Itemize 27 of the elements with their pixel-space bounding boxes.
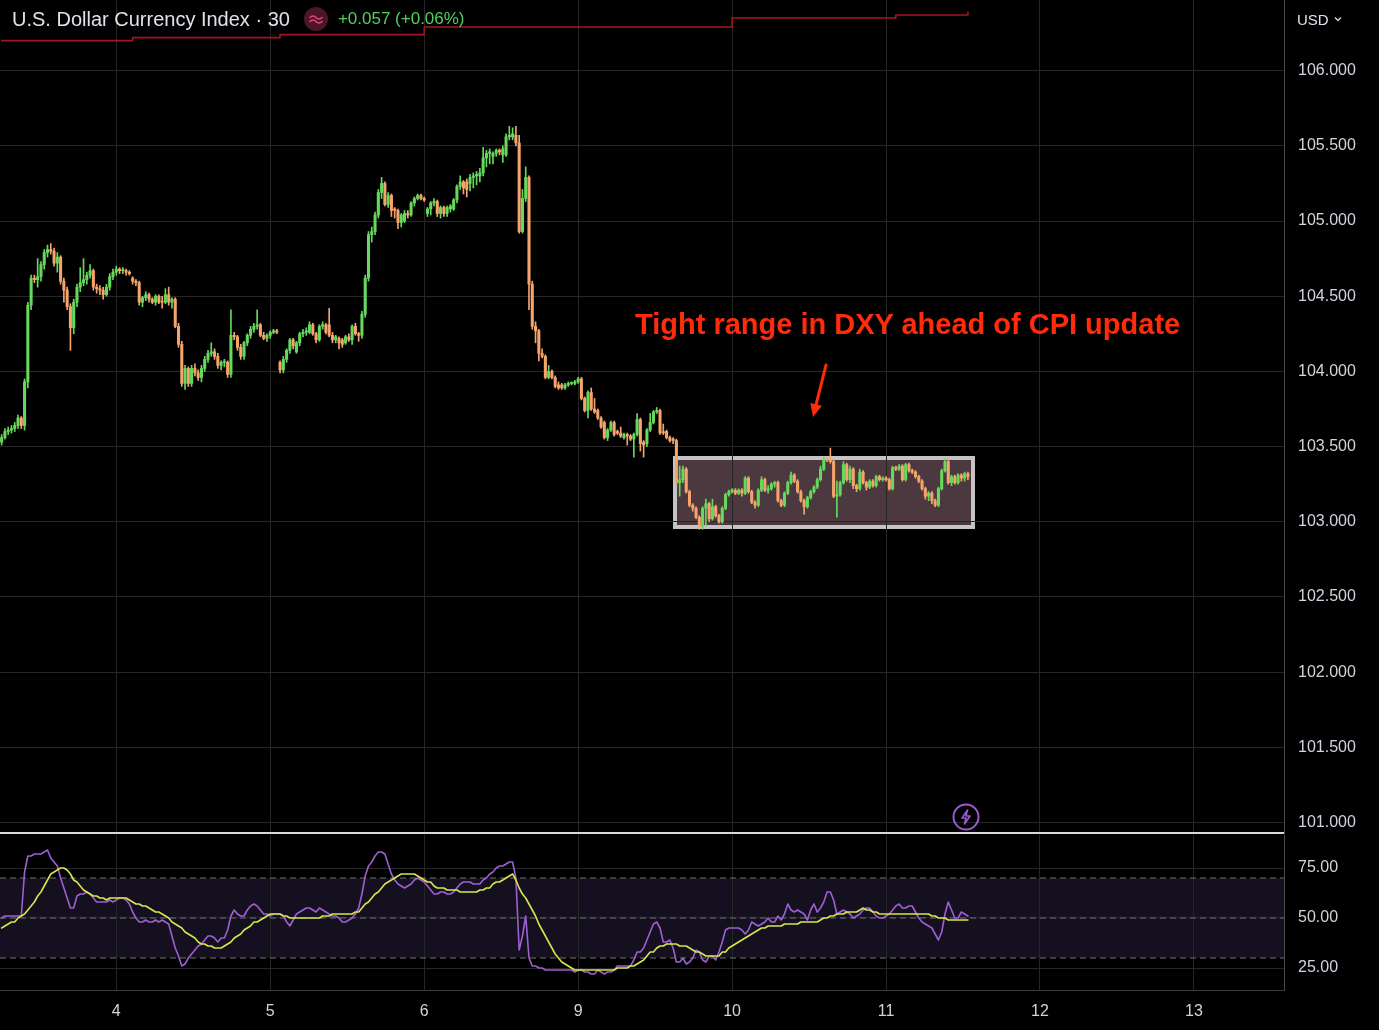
y-tick-label: 101.000 (1298, 812, 1356, 830)
x-tick-label: 10 (723, 1002, 742, 1020)
y-tick-label: 106.000 (1298, 61, 1356, 79)
x-tick-label: 6 (419, 1002, 429, 1020)
y-tick-label: 105.000 (1298, 211, 1356, 229)
y-tick-label: 75.00 (1298, 858, 1339, 876)
annotation: Tight range in DXY ahead of CPI update (635, 307, 1181, 341)
x-tick-label: 11 (877, 1002, 895, 1020)
candlestick (255, 309, 259, 330)
annotation: +0.057 (+0.06%) (337, 9, 465, 29)
x-tick-label: 12 (1031, 1002, 1049, 1020)
y-tick-label: 103.000 (1298, 512, 1356, 530)
y-tick-label: 103.500 (1298, 436, 1356, 454)
x-tick-label: 5 (265, 1002, 275, 1020)
y-tick-label: 101.500 (1298, 737, 1356, 755)
y-axis-title: USD (1297, 10, 1329, 28)
y-tick-label: 50.00 (1298, 908, 1339, 926)
x-tick-label: 13 (1185, 1002, 1203, 1020)
x-tick-label: 9 (573, 1002, 583, 1020)
x-tick-label: 4 (111, 1002, 121, 1020)
y-tick-label: 105.500 (1298, 136, 1356, 154)
y-tick-label: 102.500 (1298, 587, 1356, 605)
y-tick-label: 104.000 (1298, 361, 1356, 379)
chart-title: U.S. Dollar Currency Index · 30 (12, 7, 290, 31)
y-tick-label: 25.00 (1298, 958, 1339, 976)
y-tick-label: 104.500 (1298, 286, 1356, 304)
y-tick-label: 102.000 (1298, 662, 1356, 680)
